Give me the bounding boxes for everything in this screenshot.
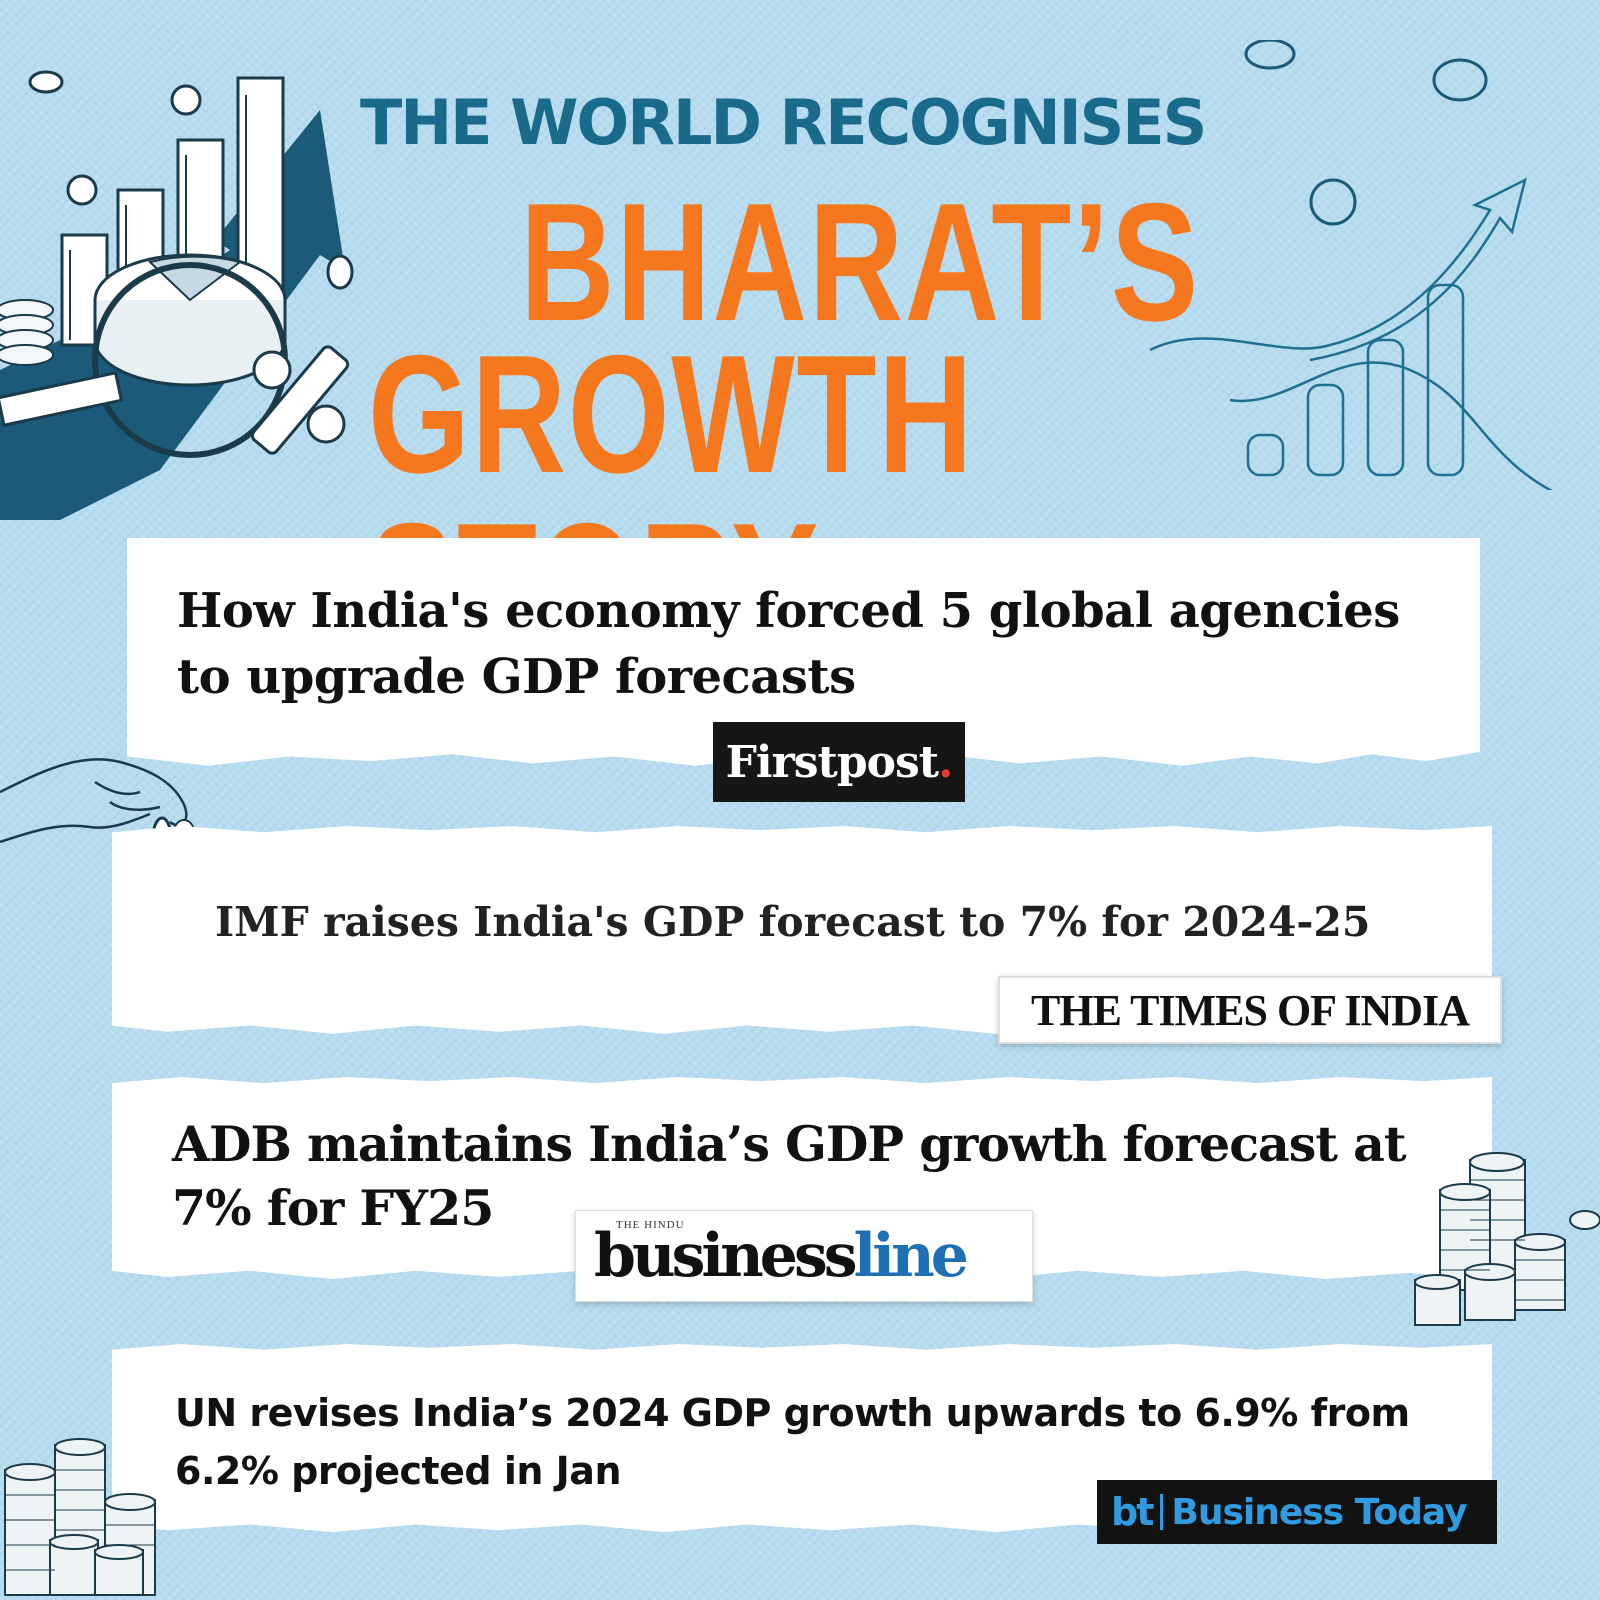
firstpost-logo: Firstpost.: [713, 722, 965, 802]
coin-stack-icon: [4, 1438, 156, 1596]
coin-stack-icon: [1414, 1152, 1600, 1326]
page-kicker: THE WORLD RECOGNISES: [360, 86, 1207, 159]
businessline-logo: THE HINDU businessline: [575, 1210, 1033, 1302]
headline-2: IMF raises India's GDP forecast to 7% fo…: [215, 898, 1371, 946]
percent-icon: [250, 345, 350, 455]
page-title-line1: BHARAT’S: [520, 168, 1200, 356]
headline-1: How India's economy forced 5 global agen…: [177, 583, 1400, 705]
bar-chart-arrow-illustration: [0, 70, 354, 520]
growth-line-chart-icon: [1150, 40, 1553, 490]
business-today-logo: bt Business Today: [1097, 1480, 1497, 1544]
times-of-india-logo: THE TIMES OF INDIA: [998, 976, 1502, 1044]
headline-3: ADB maintains India’s GDP growth forecas…: [172, 1115, 1406, 1237]
headline-4: UN revises India’s 2024 GDP growth upwar…: [175, 1391, 1410, 1493]
